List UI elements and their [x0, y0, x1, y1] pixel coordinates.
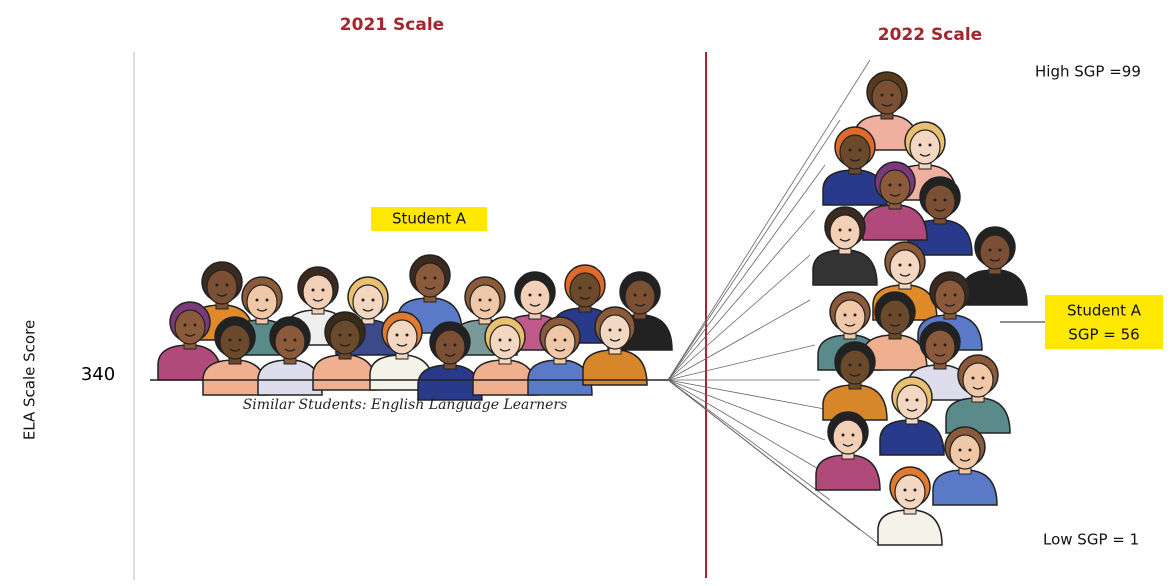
low-label: Low SGP = 1: [1043, 531, 1139, 549]
student-figure: [933, 427, 997, 505]
student-figure: [963, 227, 1027, 305]
student-group: [158, 255, 672, 400]
student-result-label: Student A: [1067, 302, 1142, 320]
student-figure: [816, 412, 880, 490]
left-header: 2021 Scale: [340, 15, 444, 35]
outcome-group: [813, 72, 1027, 545]
caption: Similar Students: English Language Learn…: [243, 397, 568, 413]
student-result-label: SGP = 56: [1068, 326, 1139, 344]
axis-tick: 340: [81, 364, 115, 385]
axis-label: ELA Scale Score: [21, 320, 39, 440]
right-header: 2022 Scale: [878, 25, 982, 45]
student-figure: [878, 467, 942, 545]
student-label: Student A: [392, 210, 467, 228]
high-label: High SGP =99: [1035, 63, 1141, 81]
diagram: 2021 Scale 2022 Scale ELA Scale Score 34…: [0, 0, 1175, 586]
